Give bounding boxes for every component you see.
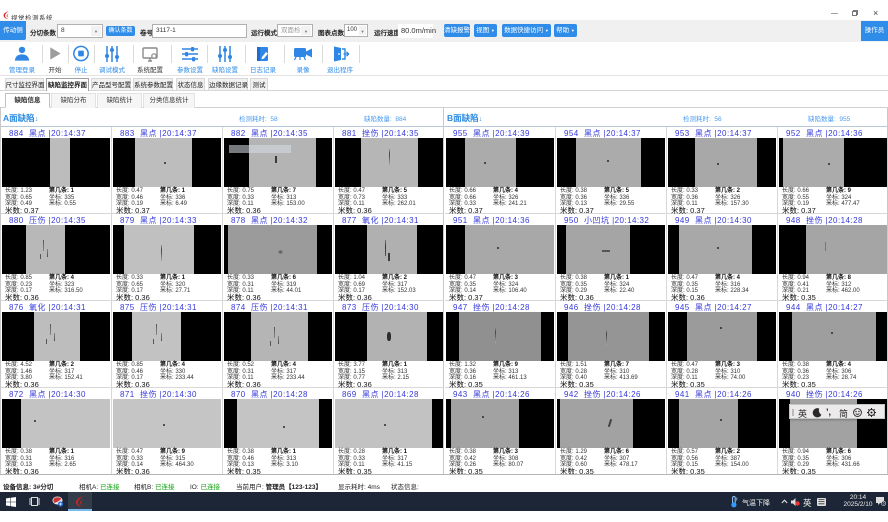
svg-text:6: 6 xyxy=(883,502,885,506)
